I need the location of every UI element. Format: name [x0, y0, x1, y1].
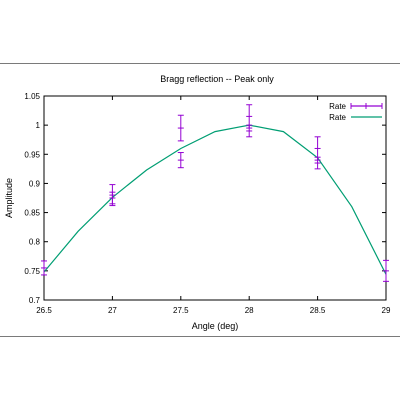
data-point	[246, 104, 253, 129]
y-tick-label: 0.95	[24, 150, 40, 159]
plot-area	[43, 95, 387, 301]
y-tick-label: 0.8	[29, 238, 41, 247]
y-tick-label: 1.05	[24, 92, 40, 101]
legend-label: Rate	[329, 113, 346, 122]
axis-ticks: 26.5 27 27.5 28 28.5 29 0.7 0.75 0.8 0.85 0.9 0.95 1…	[24, 92, 391, 315]
y-tick-label: 1	[36, 121, 41, 130]
data-point	[177, 114, 184, 142]
x-tick-label: 29	[382, 306, 391, 315]
data-point	[177, 152, 184, 169]
y-tick-label: 0.75	[24, 267, 40, 276]
x-tick-label: 26.5	[36, 306, 52, 315]
data-point	[41, 260, 47, 276]
figure-frame	[0, 63, 400, 337]
x-tick-label: 27	[108, 306, 117, 315]
legend-label: Rate	[329, 102, 346, 111]
data-point	[383, 259, 389, 282]
y-tick-label: 0.7	[29, 296, 41, 305]
x-tick-label: 27.5	[173, 306, 189, 315]
x-tick-label: 28.5	[310, 306, 326, 315]
series-group	[41, 104, 389, 282]
data-point	[109, 191, 116, 205]
x-axis-label: Angle (deg)	[192, 321, 239, 331]
data-point	[246, 124, 253, 138]
legend: Rate Rate	[329, 102, 383, 122]
y-tick-label: 0.85	[24, 209, 40, 218]
y-tick-label: 0.9	[29, 179, 41, 188]
data-point	[314, 156, 321, 170]
y-axis-label: Amplitude	[4, 178, 14, 218]
fit-line	[43, 124, 387, 275]
x-tick-label: 28	[245, 306, 254, 315]
chart-title: Bragg reflection -- Peak only	[160, 74, 274, 84]
